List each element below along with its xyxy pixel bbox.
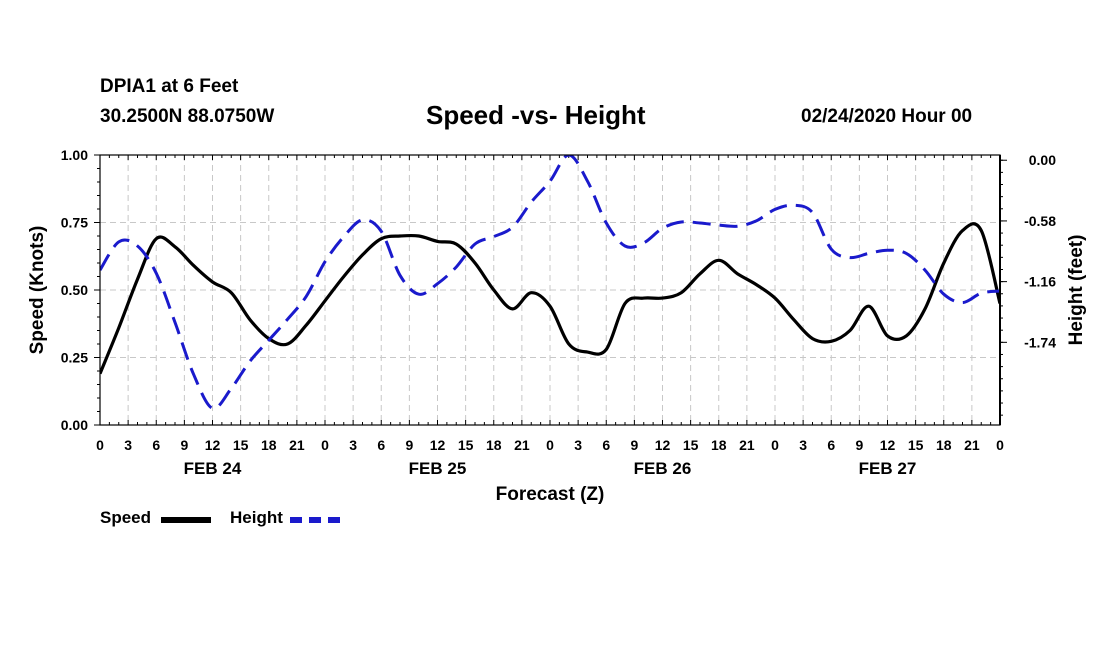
x-tick-label: 18 [711,437,727,453]
x-tick-label: 15 [683,437,699,453]
x-tick-label: 0 [96,437,104,453]
day-label: FEB 25 [409,459,467,478]
chart-title: Speed -vs- Height [426,100,646,130]
x-tick-label: 3 [124,437,132,453]
x-tick-label: 9 [405,437,413,453]
x-tick-label: 21 [964,437,980,453]
legend-speed-swatch [161,517,211,523]
y-axis-title-right: Height (feet) [1066,235,1087,346]
y-tick-label-left: 1.00 [61,147,88,163]
x-tick-label: 15 [908,437,924,453]
x-tick-label: 9 [855,437,863,453]
day-label: FEB 24 [184,459,242,478]
y-tick-label-right: -1.16 [1024,274,1056,290]
y-tick-label-left: 0.00 [61,417,88,433]
legend-height-swatch [290,517,340,523]
y-tick-label-left: 0.75 [61,215,88,231]
x-tick-label: 12 [430,437,446,453]
day-label: FEB 27 [859,459,917,478]
y-axis-title-left: Speed (Knots) [27,226,48,355]
x-tick-label: 12 [880,437,896,453]
x-tick-label: 18 [261,437,277,453]
y-tick-label-left: 0.50 [61,282,88,298]
x-tick-label: 3 [349,437,357,453]
x-axis-title: Forecast (Z) [496,484,605,505]
x-tick-label: 15 [233,437,249,453]
y-tick-label-right: -1.74 [1024,334,1056,350]
x-tick-label: 18 [486,437,502,453]
y-tick-label-right: 0.00 [1029,152,1056,168]
x-tick-label: 6 [602,437,610,453]
x-tick-label: 0 [546,437,554,453]
x-tick-label: 18 [936,437,952,453]
x-tick-label: 3 [799,437,807,453]
day-label: FEB 26 [634,459,692,478]
legend-speed-label: Speed [100,508,152,527]
station-name: DPIA1 at 6 Feet [100,76,239,97]
series-line-speed [100,222,1000,375]
x-tick-label: 6 [152,437,160,453]
x-tick-label: 21 [739,437,755,453]
x-tick-label: 21 [514,437,530,453]
forecast-datetime: 02/24/2020 Hour 00 [801,106,973,127]
y-tick-label-left: 0.25 [61,350,88,366]
x-tick-label: 6 [827,437,835,453]
y-tick-label-right: -0.58 [1024,213,1056,229]
x-tick-label: 21 [289,437,305,453]
x-tick-label: 9 [180,437,188,453]
x-tick-label: 0 [771,437,779,453]
x-tick-label: 9 [630,437,638,453]
x-tick-label: 12 [655,437,671,453]
x-tick-label: 0 [996,437,1004,453]
x-tick-label: 6 [377,437,385,453]
x-tick-label: 15 [458,437,474,453]
x-tick-label: 12 [205,437,221,453]
x-tick-label: 3 [574,437,582,453]
x-tick-label: 0 [321,437,329,453]
station-coordinates: 30.2500N 88.0750W [100,106,275,127]
legend-height-label: Height [230,508,283,527]
